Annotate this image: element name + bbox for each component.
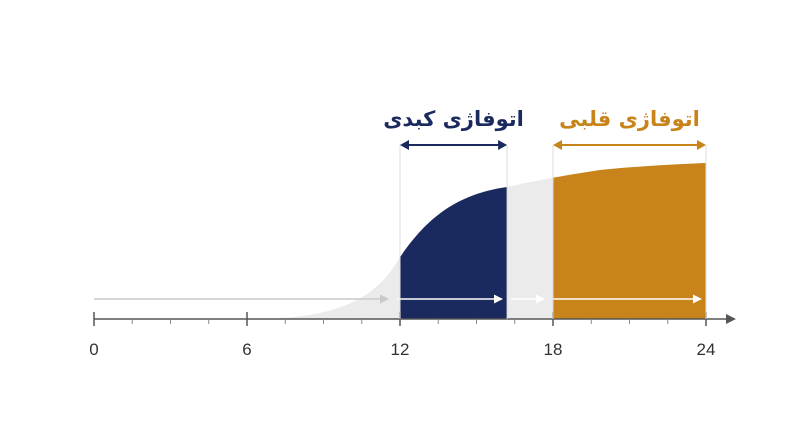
- span-arrowhead: [498, 140, 508, 150]
- region-label: اتوفاژی کبدی: [383, 107, 524, 131]
- x-tick-label: 18: [544, 340, 563, 359]
- region: [553, 163, 706, 319]
- annotations: اتوفاژی کبدی#1b2a5eاتوفاژی قلبی#c8841a: [383, 107, 707, 319]
- span-arrowhead: [697, 140, 706, 150]
- x-tick-label: 6: [242, 340, 251, 359]
- span-arrowhead: [553, 140, 562, 150]
- x-tick-label: 12: [391, 340, 410, 359]
- ticks: 0 6 12 18 24: [89, 312, 715, 359]
- region: [400, 163, 508, 319]
- x-tick-label: 24: [697, 340, 716, 359]
- span-arrowhead: [400, 140, 409, 150]
- region-label: اتوفاژی قلبی: [559, 107, 700, 131]
- x-tick-label: 0: [89, 340, 98, 359]
- x-axis-arrow: [726, 314, 736, 324]
